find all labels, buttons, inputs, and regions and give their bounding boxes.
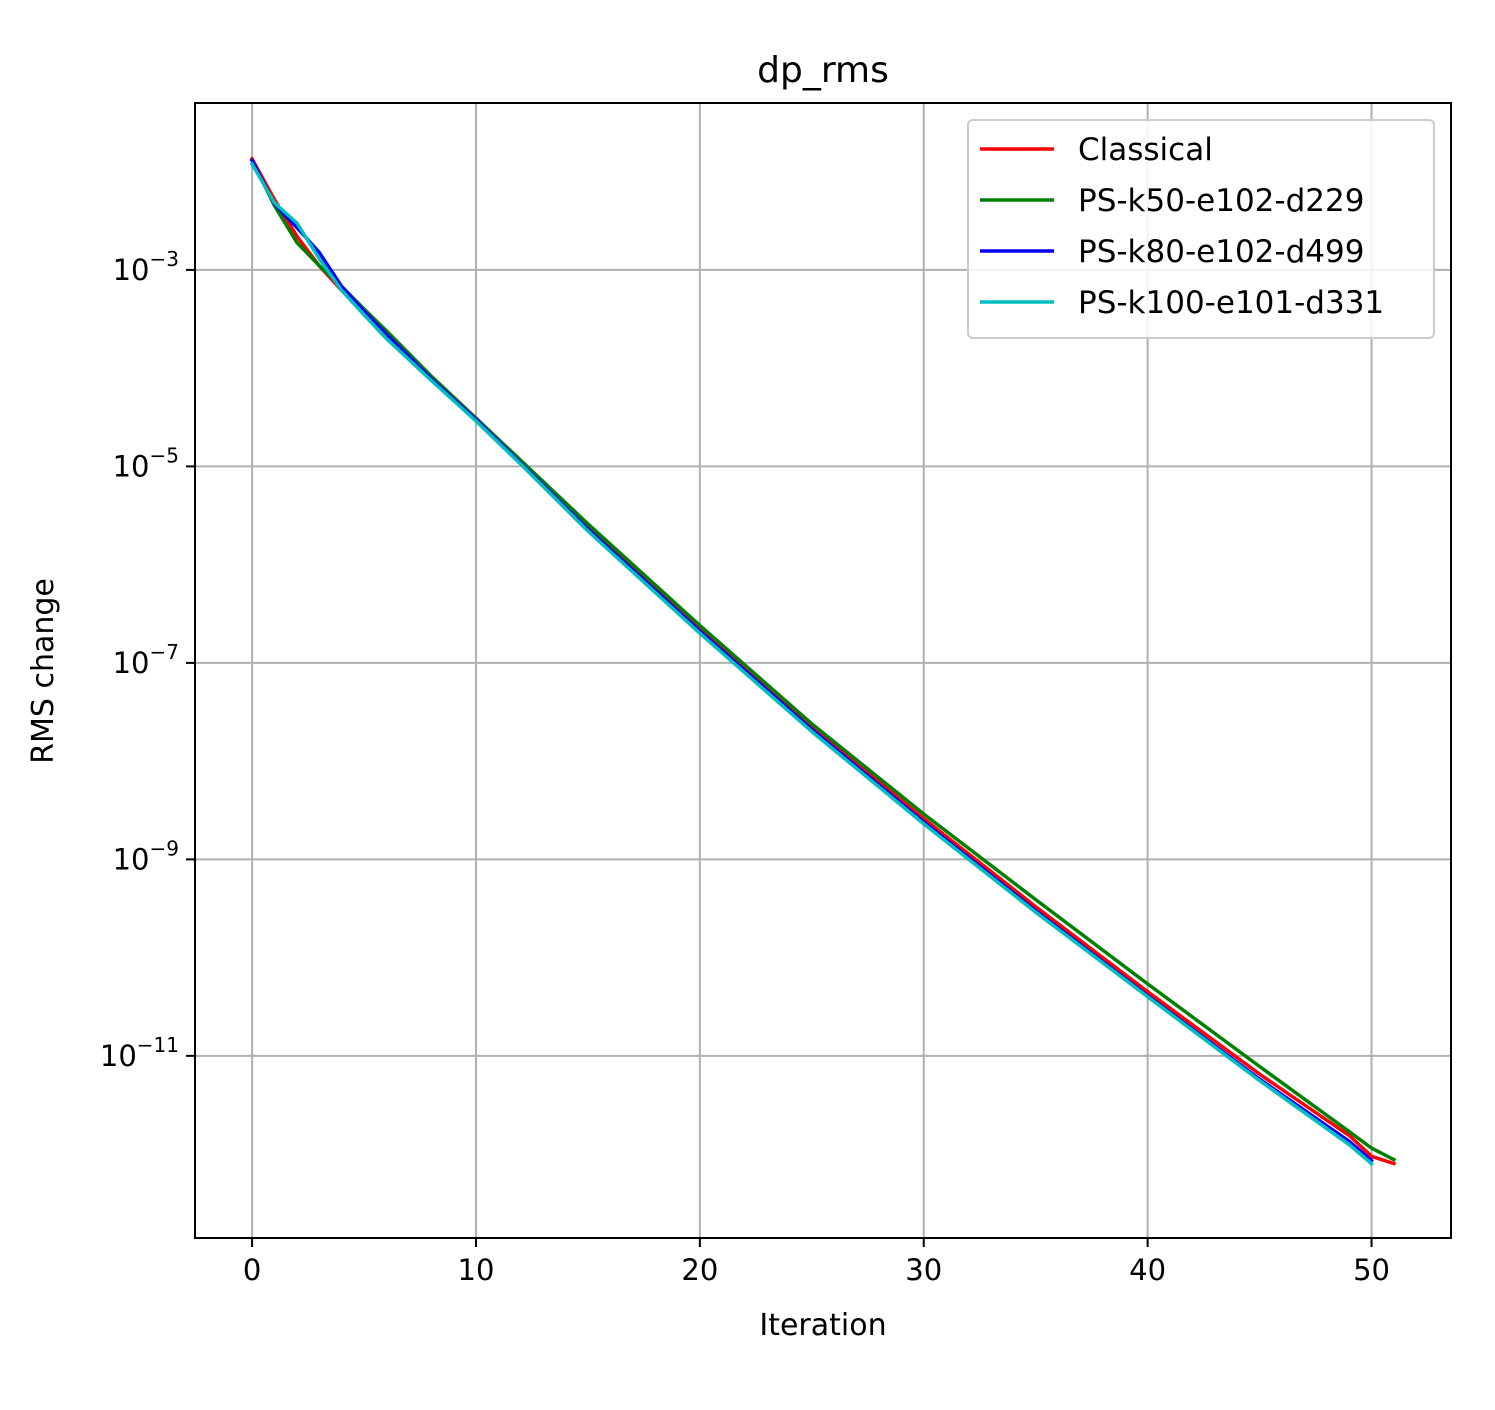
- x-tick-label: 0: [243, 1253, 261, 1287]
- series-line: [249, 161, 1374, 1167]
- y-tick-label: 10−7: [113, 640, 179, 680]
- y-axis-ticks: 10−3 10−5 10−7 10−9 10−11: [100, 247, 195, 1073]
- legend: Classical PS-k50-e102-d229 PS-k80-e102-d49…: [967, 119, 1435, 339]
- chart-title: dp_rms: [757, 50, 889, 91]
- x-axis-ticks: 0 10 20 30 40 50: [243, 1238, 1390, 1287]
- x-tick-label: 10: [458, 1253, 495, 1287]
- y-tick-label: 10−11: [100, 1033, 179, 1073]
- y-axis-label: RMS change: [26, 578, 61, 764]
- y-tick-label: 10−5: [113, 443, 179, 483]
- y-tick-label: 10−3: [113, 247, 179, 287]
- series-line: [249, 158, 1397, 1162]
- x-axis-label: Iteration: [759, 1308, 886, 1343]
- legend-label: PS-k80-e102-d499: [1078, 234, 1364, 270]
- legend-box: [967, 119, 1435, 339]
- legend-label: PS-k100-e101-d331: [1078, 285, 1384, 321]
- y-tick-label: 10−9: [113, 836, 179, 876]
- x-tick-label: 20: [681, 1253, 718, 1287]
- x-tick-label: 30: [905, 1253, 942, 1287]
- x-tick-label: 50: [1353, 1253, 1390, 1287]
- series-lines: [249, 156, 1397, 1167]
- legend-label: Classical: [1078, 132, 1213, 168]
- plot-frame: [194, 102, 1452, 1239]
- x-tick-label: 40: [1129, 1253, 1166, 1287]
- legend-label: PS-k50-e102-d229: [1078, 183, 1364, 219]
